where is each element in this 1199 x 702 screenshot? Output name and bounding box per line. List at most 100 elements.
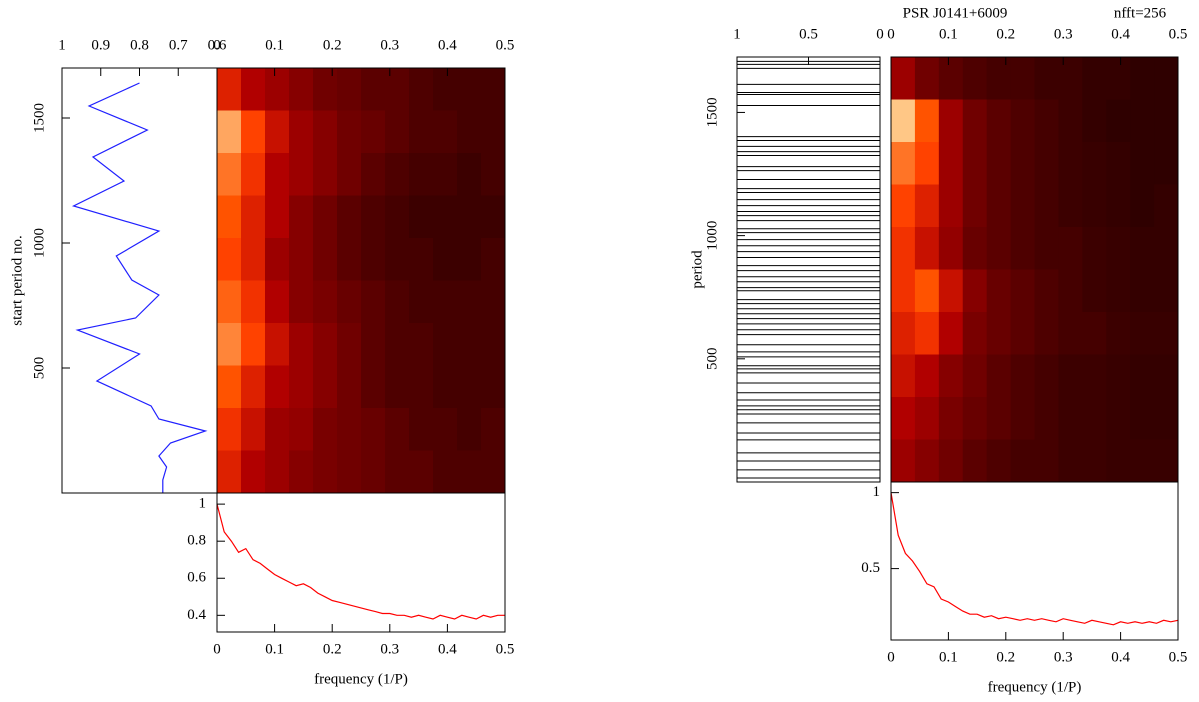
heatmap-cell [241,323,266,366]
heatmap-cell [914,439,940,483]
heatmap-cell [481,238,506,281]
heatmap-cell [891,99,916,143]
heatmap-cell [433,153,458,196]
heatmap-cell [289,450,314,494]
heatmap-cell [1154,354,1179,398]
heatmap-cell [1130,312,1155,355]
heatmap-cell [289,153,314,196]
y-tick-label: 500 [31,357,47,380]
heatmap-cell [1034,312,1059,355]
heatmap-cell [385,68,410,111]
heatmap-cell [962,57,988,100]
heatmap-cell [1034,227,1059,270]
heatmap-cell [1082,269,1107,313]
heatmap-cell [1106,397,1131,440]
heatmap-cell [433,408,458,451]
heatmap-cell [217,450,242,494]
heatmap-cell [938,312,964,355]
x-tick-label: 0.8 [130,37,149,53]
heatmap-cell [481,280,506,324]
heatmap-cell [914,227,940,270]
heatmap-cell [217,238,242,281]
heatmap-cell [962,354,988,398]
heatmap-cell [409,323,434,366]
heatmap-cell [938,57,964,100]
heatmap-cell [241,238,266,281]
heatmap-cell [409,195,434,239]
heatmap-cell [1058,312,1083,355]
heatmap-cell [457,280,482,324]
heatmap-cell [962,142,988,185]
heatmap-cell [361,68,386,111]
heatmap-cell [891,227,916,270]
heatmap-cell [1010,99,1035,143]
heatmap-cell [289,238,314,281]
x-tick-label: 0.5 [799,26,818,42]
heatmap-cell [1034,439,1059,483]
heatmap-cell [938,142,964,185]
heatmap-cell [457,195,482,239]
heatmap-cell [891,57,916,100]
heatmap-cell [337,153,362,196]
heatmap-cell [481,153,506,196]
heatmap-cell [891,184,916,228]
heatmap-cell [313,238,338,281]
heatmap-cell [409,450,434,494]
heatmap-cell [1058,99,1083,143]
x-tick-label: 0.2 [996,26,1015,42]
heatmap-cell [433,110,458,154]
x-tick-label: 0.1 [265,641,284,657]
heatmap-cell [241,450,266,494]
heatmap-cell [891,312,916,355]
heatmap-cell [481,68,506,111]
heatmap-cell [481,323,506,366]
x-tick-label: 0.1 [939,649,958,665]
heatmap-cell [289,280,314,324]
heatmap-cell [217,195,242,239]
heatmap-cell [986,269,1012,313]
y-tick-label: 1500 [704,97,720,127]
heatmap-cell [337,408,362,451]
heatmap-cell [1082,184,1107,228]
heatmap-cell [1010,227,1035,270]
heatmap-cell [938,269,964,313]
heatmap-cell [986,142,1012,185]
heatmap-cell [1058,227,1083,270]
heatmap-cell [962,184,988,228]
heatmap-cell [217,68,242,111]
heatmap-cell [891,354,916,398]
x-tick-label: 0.5 [496,37,515,53]
x-tick-label: 0.2 [323,37,342,53]
heatmap-cell [433,280,458,324]
heatmap-cell [1010,439,1035,483]
heatmap-cell [433,323,458,366]
heatmap-cell [361,280,386,324]
frame [61,67,218,494]
heatmap-cell [409,238,434,281]
heatmap-cell [241,110,266,154]
heatmap-cell [481,195,506,239]
heatmap-cell [289,110,314,154]
x-axis-label: frequency (1/P) [988,679,1082,695]
heatmap-cell [217,408,242,451]
heatmap-cell [217,110,242,154]
heatmap-cell [265,365,290,409]
x-tick-label: 0.2 [996,649,1015,665]
heatmap-cell [986,184,1012,228]
heatmap-cell [938,439,964,483]
heatmap-cell [1130,142,1155,185]
x-tick-label: 0.4 [438,641,457,657]
heatmap-cell [891,142,916,185]
x-tick-label: 0.9 [91,37,110,53]
heatmap-cell [265,323,290,366]
heatmap-cell [962,312,988,355]
heatmap-cell [409,365,434,409]
frame [216,492,506,633]
heatmap-cell [914,184,940,228]
heatmap-cell [1010,397,1035,440]
heatmap-cell [891,269,916,313]
x-tick-label: 0.3 [380,641,399,657]
heatmap-cell [217,280,242,324]
heatmap-cell [1010,312,1035,355]
heatmap-cell [241,408,266,451]
